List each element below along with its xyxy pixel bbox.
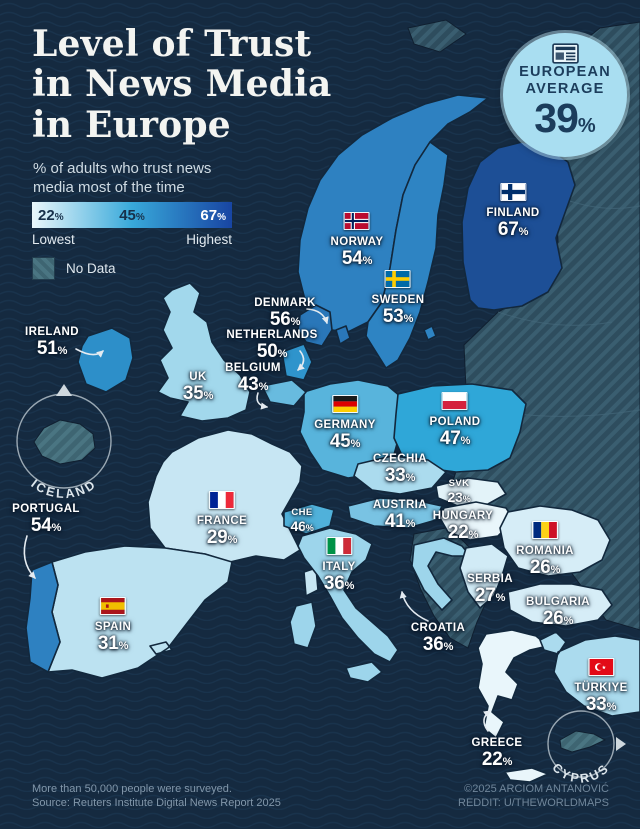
ireland-pointer-arrow	[75, 348, 104, 358]
country-shape-belgium	[261, 379, 307, 407]
no-data-legend-row: No Data	[32, 257, 116, 280]
no-data-region-svalbard	[407, 19, 467, 53]
country-shape-sweden	[365, 141, 449, 369]
country-shape-switzerland	[283, 503, 335, 535]
country-shape-france	[147, 429, 319, 597]
country-shape-poland	[393, 383, 527, 473]
footer-credit: ©2025 ARCIOM ANTANOVIĆ REDDIT: U/THEWORL…	[458, 783, 609, 811]
title-line-1: Level of Trust	[32, 23, 312, 65]
country-shape-uk	[157, 282, 251, 422]
footer-credit-line-1: ©2025 ARCIOM ANTANOVIĆ	[464, 783, 609, 795]
legend-mid-value: 45%	[119, 206, 145, 224]
no-data-label: No Data	[66, 261, 116, 276]
country-shape-slovakia	[435, 477, 507, 507]
no-data-swatch	[32, 257, 55, 280]
legend-max-value: 67%	[200, 206, 226, 224]
country-shape-bulgaria	[507, 583, 613, 627]
cyprus-inset-ring	[547, 710, 615, 778]
greece-pointer-arrow	[483, 710, 491, 732]
legend-gradient-bar: 22% 45% 67%	[32, 202, 232, 228]
footer-source-line: Source: Reuters Institute Digital News R…	[32, 796, 281, 809]
title-line-3: in Europe	[32, 103, 231, 146]
cyprus-shape	[559, 730, 607, 753]
subtitle: % of adults who trust news media most of…	[33, 160, 212, 196]
country-shape-serbia	[459, 543, 509, 609]
country-shape-romania	[499, 505, 611, 577]
legend-min-value: 22%	[38, 206, 64, 224]
croatia-pointer-arrow	[399, 590, 429, 622]
legend-highest-label: Highest	[186, 232, 232, 247]
country-shape-portugal	[25, 561, 61, 673]
newspaper-icon	[551, 43, 579, 64]
country-shape-hungary	[439, 501, 515, 541]
page-title: Level of Trust in News Media in Europe	[32, 24, 332, 145]
badge-line-2: AVERAGE	[525, 80, 605, 97]
footer-source: More than 50,000 people were surveyed. S…	[32, 783, 281, 811]
country-shape-ireland	[77, 327, 134, 393]
no-data-border	[497, 311, 613, 326]
title-line-2: in News Media	[32, 63, 332, 106]
country-shape-denmark	[297, 304, 351, 347]
country-shape-italy	[289, 527, 399, 683]
country-shape-netherlands	[281, 343, 313, 381]
country-shape-czechia	[353, 455, 447, 495]
legend-endpoint-labels: Lowest Highest	[32, 232, 232, 247]
badge-value: 39%	[534, 95, 596, 142]
legend-lowest-label: Lowest	[32, 232, 75, 247]
country-shape-croatia	[411, 537, 471, 611]
iceland-pointer-icon	[56, 384, 72, 396]
country-shape-greece	[477, 629, 549, 783]
european-average-badge: EUROPEAN AVERAGE 39%	[503, 33, 627, 157]
cyprus-pointer-icon	[616, 737, 626, 751]
footer-surveyed-line: More than 50,000 people were surveyed.	[32, 783, 232, 795]
country-shape-austria	[347, 497, 443, 529]
badge-line-1: EUROPEAN	[519, 64, 611, 80]
belgium-pointer-arrow	[256, 392, 269, 410]
netherlands-pointer-arrow	[297, 350, 305, 371]
footer-credit-line-2: REDDIT: U/THEWORLDMAPS	[458, 796, 609, 809]
iceland-shape	[33, 419, 96, 465]
portugal-pointer-arrow	[23, 535, 36, 579]
denmark-pointer-arrow	[306, 308, 329, 325]
